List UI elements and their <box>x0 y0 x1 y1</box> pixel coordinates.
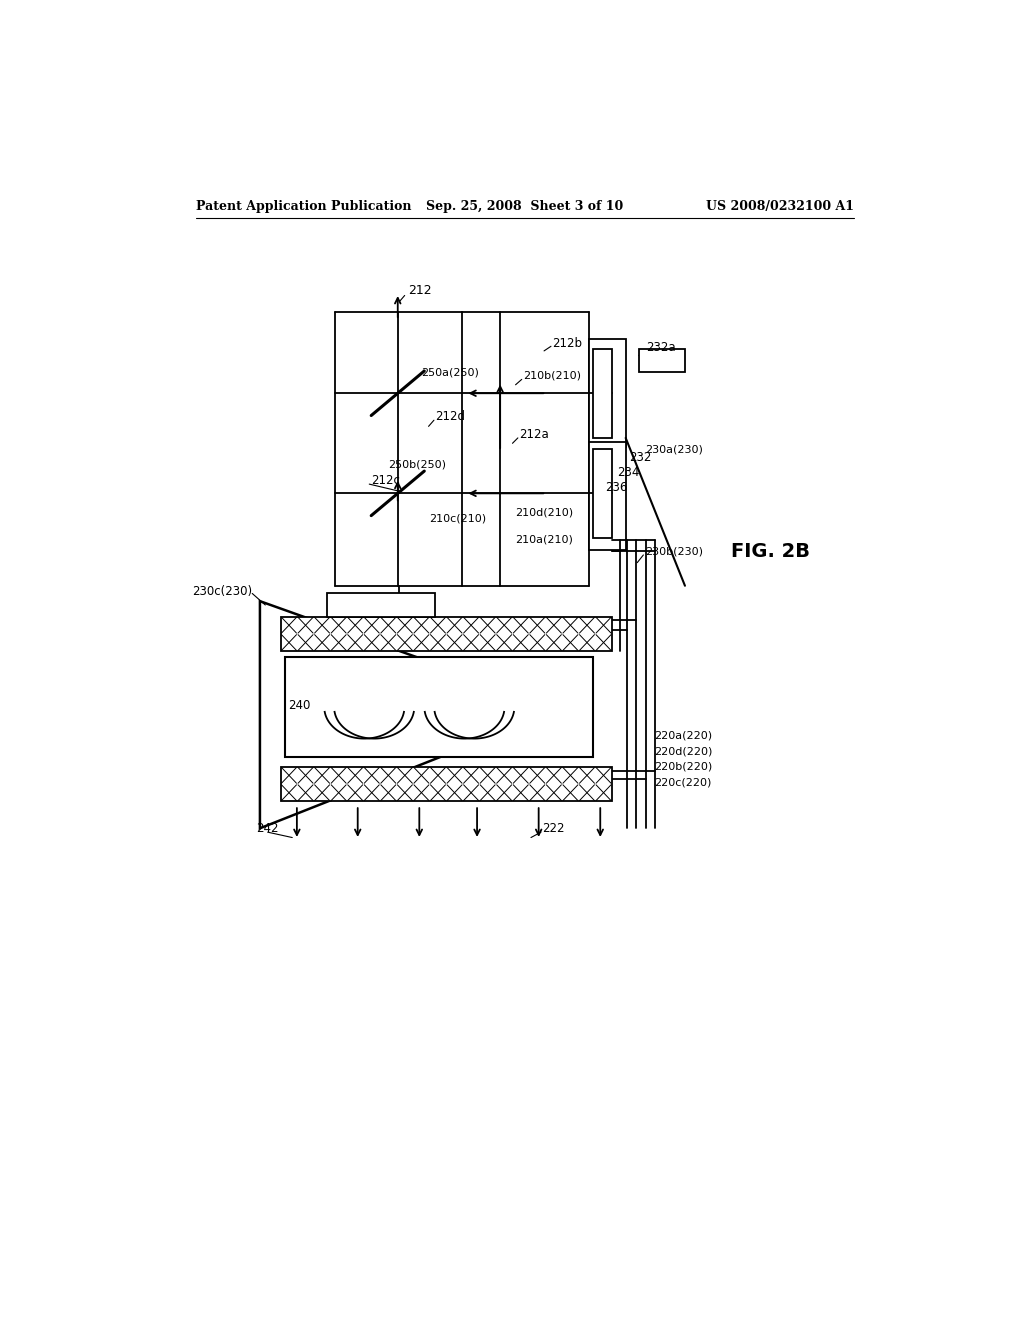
Text: US 2008/0232100 A1: US 2008/0232100 A1 <box>707 199 854 213</box>
Bar <box>281 616 611 651</box>
Bar <box>589 339 626 447</box>
Text: 212a: 212a <box>519 428 549 441</box>
Text: 232: 232 <box>630 450 652 463</box>
Text: 210c(210): 210c(210) <box>429 513 486 524</box>
Text: 212d: 212d <box>435 409 466 422</box>
Text: 230a(230): 230a(230) <box>645 445 702 454</box>
Text: 220b(220): 220b(220) <box>654 762 713 772</box>
Bar <box>589 442 626 549</box>
Text: 222: 222 <box>543 822 565 834</box>
Text: 232a: 232a <box>646 341 676 354</box>
Text: 236: 236 <box>605 482 628 495</box>
Text: 212c: 212c <box>371 474 399 487</box>
Text: 212b: 212b <box>553 337 583 350</box>
Text: Sep. 25, 2008  Sheet 3 of 10: Sep. 25, 2008 Sheet 3 of 10 <box>426 199 624 213</box>
Bar <box>593 449 611 539</box>
Text: Patent Application Publication: Patent Application Publication <box>196 199 412 213</box>
Text: 250b(250): 250b(250) <box>388 459 446 470</box>
Text: 220c(220): 220c(220) <box>654 777 712 787</box>
Bar <box>281 767 611 801</box>
Text: 210d(210): 210d(210) <box>515 508 573 517</box>
Bar <box>285 657 593 758</box>
Text: 234: 234 <box>617 466 640 479</box>
Bar <box>593 350 611 438</box>
Text: 220d(220): 220d(220) <box>654 746 713 756</box>
Text: 210a(210): 210a(210) <box>515 535 573 545</box>
Text: 242: 242 <box>256 822 279 834</box>
Text: 212: 212 <box>408 284 431 297</box>
Bar <box>639 350 685 372</box>
Text: 230c(230): 230c(230) <box>193 585 252 598</box>
Text: 210b(210): 210b(210) <box>523 371 582 380</box>
Text: 230b(230): 230b(230) <box>645 546 702 556</box>
Text: 250a(250): 250a(250) <box>422 367 479 378</box>
Bar <box>327 594 435 616</box>
Text: 220a(220): 220a(220) <box>654 731 713 741</box>
Text: 240: 240 <box>289 698 311 711</box>
Text: FIG. 2B: FIG. 2B <box>731 541 810 561</box>
